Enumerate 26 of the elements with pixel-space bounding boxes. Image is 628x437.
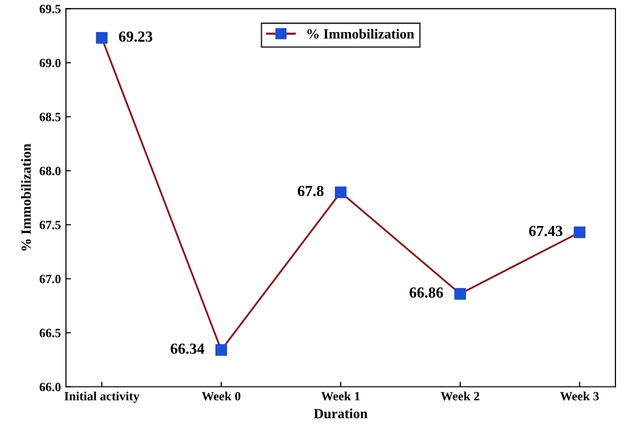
x-tick-label: Week 3 xyxy=(560,392,599,400)
data-label: 67.43 xyxy=(529,226,562,236)
y-tick-label: 67.0 xyxy=(40,274,61,284)
y-axis-title: % Immobilization xyxy=(21,144,31,251)
point xyxy=(574,226,586,238)
x-tick-label: Week 2 xyxy=(440,392,480,400)
y-tick-label: 69.5 xyxy=(40,4,61,14)
y-tick-label: 69.0 xyxy=(40,58,61,68)
point xyxy=(334,186,347,198)
data-label: 67.8 xyxy=(298,186,324,196)
point xyxy=(454,288,466,300)
point xyxy=(96,32,108,44)
x-tick-label: Week 0 xyxy=(202,392,240,400)
data-label: 66.86 xyxy=(410,287,444,298)
y-tick-label: 67.5 xyxy=(40,220,61,230)
legend-label: % Immobilization xyxy=(307,28,414,39)
y-tick-label: 66.5 xyxy=(40,328,61,338)
data-label: 66.34 xyxy=(170,344,204,354)
y-tick-label: 68.0 xyxy=(40,166,61,176)
point xyxy=(215,344,228,356)
data-label: 69.23 xyxy=(118,31,152,42)
y-tick-label: 68.5 xyxy=(40,112,61,122)
x-tick-label: Initial activity xyxy=(64,392,140,403)
x-axis-title: Duration xyxy=(314,408,368,418)
y-tick-label: 66.0 xyxy=(40,382,61,392)
x-tick-label: Week 1 xyxy=(321,392,360,400)
